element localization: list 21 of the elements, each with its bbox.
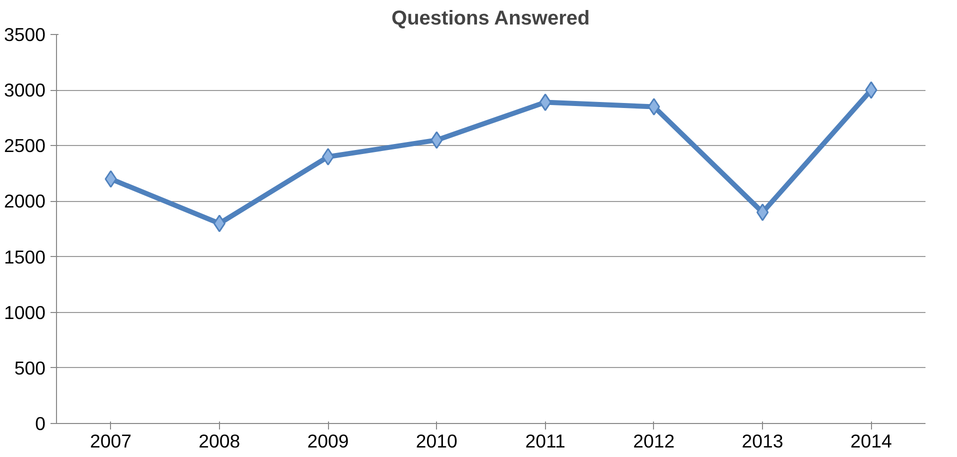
point: [756, 204, 769, 222]
chart-title: Questions Answered: [392, 8, 590, 30]
y-tick-label: 0: [35, 413, 46, 434]
y-tick-label: 500: [14, 357, 46, 378]
y-tick-label: 2000: [4, 190, 46, 212]
x-tick-label: 2007: [90, 430, 132, 452]
point: [322, 148, 334, 166]
y-tick-label: 3500: [4, 24, 46, 45]
point: [213, 214, 226, 232]
x-tick-label: 2008: [198, 430, 240, 452]
x-tick-label: 2009: [307, 430, 349, 452]
y-tick-label: 1000: [4, 302, 46, 323]
x-tick-label: 2012: [633, 430, 675, 452]
x-tick-label: 2014: [850, 430, 892, 452]
x-tick-label: 2010: [416, 430, 458, 452]
y-tick-label: 2500: [4, 135, 46, 156]
y-tick-label: 1500: [4, 246, 46, 268]
x-tick-label: 2011: [525, 430, 566, 452]
y-tick-label: 3000: [4, 80, 46, 101]
point: [648, 98, 660, 116]
x-tick-label: 2013: [742, 430, 784, 452]
